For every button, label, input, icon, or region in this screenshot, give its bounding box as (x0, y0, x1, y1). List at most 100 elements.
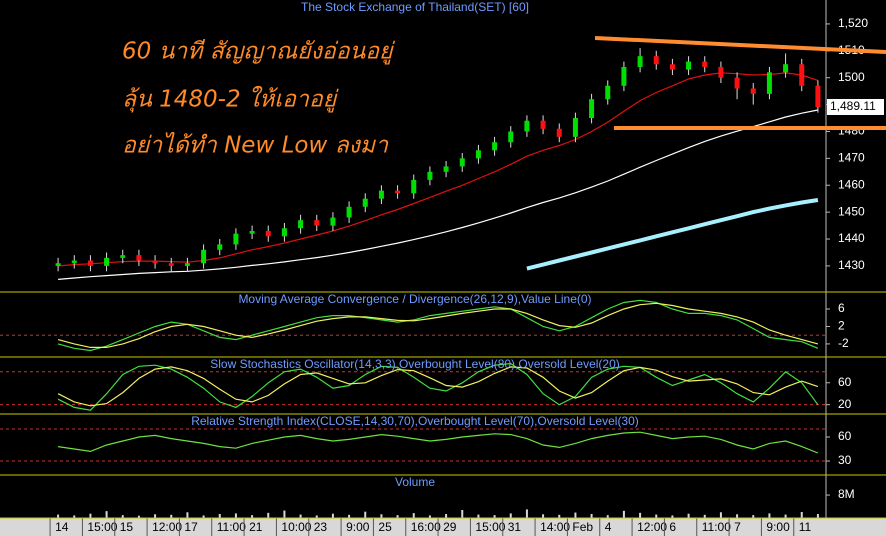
candle-body (298, 220, 304, 229)
y-tick-label: -2 (838, 336, 849, 350)
x-tick-label: 6 (669, 520, 676, 534)
series-line (57, 362, 819, 411)
volume-bar (251, 515, 254, 518)
x-tick-label: 21 (249, 520, 263, 534)
candle-body (653, 56, 659, 65)
x-tick-label: 9:00 (346, 520, 370, 534)
annotation: อย่าได้ทำ New Low ลงมา (122, 132, 389, 159)
last-value-label: 1,489.11 (830, 99, 876, 113)
x-tick-label: 23 (314, 520, 328, 534)
volume-bar (639, 512, 642, 518)
volume-bar (768, 513, 771, 518)
candle-body (314, 220, 320, 226)
volume-bar (687, 513, 690, 518)
candle-body (734, 77, 740, 89)
candle-body (475, 150, 481, 159)
y-tick-label: 60 (838, 375, 852, 389)
candle-body (87, 260, 93, 266)
y-tick-label: 2 (838, 319, 845, 333)
candle-body (718, 66, 724, 78)
volume-bar (542, 514, 545, 518)
candle-body (669, 64, 675, 70)
series-line (57, 366, 819, 407)
x-tick-label: 17 (184, 520, 198, 534)
candle-body (168, 263, 174, 266)
candle-body (621, 66, 627, 86)
x-tick-label: 16:00 (411, 520, 441, 534)
candle-body (395, 190, 401, 194)
candle-body (556, 128, 562, 137)
x-tick-label: 4 (605, 520, 612, 534)
volume-bar (234, 513, 237, 518)
y-tick-label: 1440 (838, 231, 865, 245)
volume-bar (816, 513, 819, 518)
x-tick-label: 7 (734, 520, 741, 534)
volume-bar (671, 515, 674, 518)
volume-bar (380, 514, 383, 518)
candle-body (233, 233, 239, 245)
volume-bar (218, 513, 221, 518)
candle-body (702, 61, 708, 67)
candle-body (686, 61, 692, 70)
last-value-box (827, 98, 884, 115)
candle-body (492, 142, 498, 151)
candle-body (459, 158, 465, 167)
volume-bar (461, 509, 464, 518)
candle-body (637, 56, 643, 67)
candle-body (783, 64, 789, 73)
candle-body (443, 166, 449, 172)
volume-bar (655, 514, 658, 518)
volume-bar (186, 512, 189, 518)
y-tick-label: 8M (838, 487, 855, 501)
annotation: 60 นาที สัญญาณยังอ่อนอยู่ (122, 39, 396, 65)
candle-body (411, 179, 417, 194)
candle-body (427, 171, 433, 180)
candle-body (71, 260, 77, 264)
volume-bar (477, 514, 480, 518)
y-tick-label: 30 (838, 453, 852, 467)
y-tick-label: 60 (838, 429, 852, 443)
series-line (57, 302, 819, 348)
candle-body (152, 260, 158, 264)
x-tick-label: 11:00 (702, 520, 731, 534)
volume-bar (574, 512, 577, 518)
volume-bar (315, 515, 318, 518)
panel-title: Moving Average Convergence / Divergence(… (238, 292, 591, 306)
candle-body (766, 72, 772, 94)
x-tick-label: 14:00 (540, 520, 570, 534)
volume-bar (283, 510, 286, 518)
x-tick-label: 11:00 (217, 520, 246, 534)
x-tick-label: Feb (572, 520, 593, 534)
x-tick-label: 10:00 (281, 520, 311, 534)
candle-body (524, 120, 530, 132)
y-tick-label: 1460 (838, 177, 865, 191)
candle-body (281, 228, 287, 237)
candle-body (55, 263, 61, 266)
volume-bar (752, 515, 755, 518)
candle-body (589, 99, 595, 119)
trend-line (594, 36, 886, 54)
panel-title: Slow Stochastics Oscillator(14,3,3),Over… (210, 357, 620, 371)
volume-bar (137, 515, 140, 518)
x-tick-label: 29 (443, 520, 457, 534)
candle-body (346, 206, 352, 218)
y-tick-label: 1,520 (838, 16, 868, 30)
volume-bar (428, 515, 431, 518)
x-tick-label: 12:00 (637, 520, 667, 534)
x-tick-label: 15:00 (475, 520, 505, 534)
volume-bar (525, 509, 528, 518)
volume-bar (154, 514, 157, 518)
volume-bar (509, 513, 512, 518)
series-line (526, 198, 819, 271)
candle-body (815, 85, 821, 107)
x-tick-label: 15:00 (87, 520, 117, 534)
x-tick-label: 25 (378, 520, 392, 534)
x-tick-label: 12:00 (152, 520, 182, 534)
volume-bar (267, 512, 270, 518)
volume-bar (348, 514, 351, 518)
candle-body (104, 257, 110, 266)
volume-bar (558, 514, 561, 518)
candle-body (120, 255, 126, 258)
candle-body (540, 120, 546, 129)
